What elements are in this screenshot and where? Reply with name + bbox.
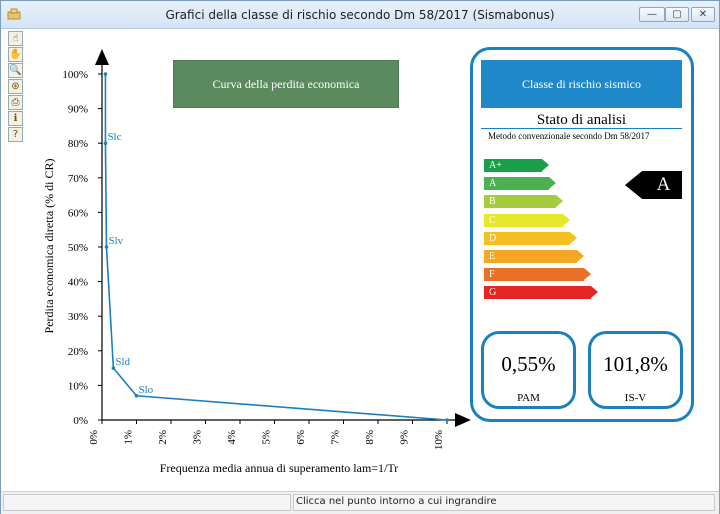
risk-class-value: A (656, 174, 671, 195)
x-tick-label: 0% (88, 430, 100, 445)
help-tool-icon[interactable]: ? (8, 127, 23, 142)
zoom-glyph: 🔍 (9, 65, 22, 76)
pam-value: 0,55% (501, 352, 556, 376)
y-tick-label: 70% (68, 173, 88, 185)
window-title: Grafici della classe di rischio secondo … (165, 8, 555, 22)
y-tick-label: 40% (68, 277, 88, 289)
title-bar[interactable]: Grafici della classe di rischio secondo … (1, 1, 719, 29)
y-tick-label: 10% (68, 380, 88, 392)
reset-view-tool-icon[interactable]: ⊛ (8, 79, 23, 94)
x-tick-label: 5% (261, 430, 273, 445)
curve-point (103, 72, 108, 76)
risk-class-indicator: A (625, 171, 682, 199)
x-tick-label: 9% (399, 430, 411, 445)
info-tool-icon[interactable]: ℹ (8, 111, 23, 126)
status-cell-left (3, 494, 291, 511)
analysis-state-heading: Stato di analisi (536, 112, 627, 128)
print-tool-icon[interactable]: ⎙ (8, 95, 23, 110)
method-label: Metodo convenzionale secondo Dm 58/2017 (488, 131, 650, 141)
isv-value: 101,8% (603, 352, 668, 376)
status-bar: Clicca nel punto intorno a cui ingrandir… (1, 491, 719, 514)
risk-class-bar: A (484, 177, 556, 191)
risk-class-bar: C (484, 213, 570, 227)
curve-button[interactable]: Curva della perdita economica (173, 60, 399, 108)
x-tick-label: 3% (192, 430, 204, 445)
close-button[interactable]: ✕ (691, 7, 715, 22)
minimize-button[interactable]: — (639, 7, 665, 22)
risk-class-bar: B (484, 195, 563, 209)
y-tick-label: 20% (68, 346, 88, 358)
risk-class-bar: D (484, 231, 577, 245)
risk-class-bar: E (484, 250, 584, 263)
y-tick-label: 60% (68, 207, 88, 219)
pam-label: PAM (517, 392, 540, 404)
hand-pan-tool-icon[interactable]: ✋ (8, 47, 23, 62)
risk-class-button[interactable]: Classe di rischio sismico (481, 60, 682, 108)
x-tick-label: 4% (226, 430, 238, 445)
curve-point (134, 393, 139, 398)
x-tick-label: 7% (330, 430, 342, 445)
print-glyph: ⎙ (11, 97, 20, 108)
limit-state-label: Sld (115, 356, 130, 368)
hand-pointer-tool-icon[interactable]: ☝ (8, 31, 23, 46)
risk-class-bar: F (484, 268, 591, 282)
status-text: Clicca nel punto intorno a cui ingrandir… (296, 496, 497, 507)
limit-state-label: Slv (108, 235, 123, 247)
y-tick-label: 80% (68, 138, 88, 150)
curve-point (445, 418, 449, 422)
isv-box: 101,8% IS-V (588, 331, 683, 409)
heading-divider (481, 128, 682, 129)
x-tick-label: 2% (157, 430, 169, 445)
hand-pointer-glyph: ☝ (12, 33, 19, 44)
y-tick-label: 50% (68, 242, 88, 254)
y-tick-label: 0% (73, 415, 88, 427)
curve-point (103, 141, 108, 145)
x-axis-arrow (455, 413, 471, 427)
y-tick-label: 100% (62, 69, 88, 81)
x-tick-label: 10% (433, 430, 445, 450)
help-glyph: ? (12, 129, 19, 140)
loss-curve-line (104, 74, 448, 421)
maximize-button[interactable]: ▢ (665, 7, 689, 22)
info-glyph: ℹ (13, 113, 18, 124)
limit-state-label: Slc (107, 131, 121, 143)
reset-view-glyph: ⊛ (11, 81, 20, 92)
tool-strip: ☝ ✋ 🔍 ⊛ ⎙ ℹ? (5, 29, 25, 144)
risk-class-bar: A+ (484, 159, 549, 172)
app-icon (7, 8, 21, 20)
x-axis-title: Frequenza media annua di superamento lam… (160, 461, 399, 475)
pam-box: 0,55% PAM (481, 331, 576, 409)
x-tick-label: 8% (364, 430, 376, 445)
y-axis-title: Perdita economica diretta (% di CR) (42, 159, 56, 334)
x-tick-label: 6% (295, 430, 307, 445)
x-tick-label: 1% (123, 430, 135, 445)
y-tick-label: 90% (68, 104, 88, 116)
limit-state-label: Slo (139, 384, 154, 396)
loss-curve-chart[interactable]: 0% 10% 20% 30% 40% 50% 60% 70% 80% 90% 100% 0% 1% 2% 3… (1, 1, 720, 491)
status-cell-right (293, 494, 715, 511)
curve-point (111, 366, 116, 370)
isv-label: IS-V (624, 392, 647, 404)
curve-point (104, 245, 109, 249)
y-tick-label: 30% (68, 311, 88, 323)
risk-class-bar: G (484, 286, 598, 300)
hand-pan-glyph: ✋ (9, 49, 22, 60)
zoom-tool-icon[interactable]: 🔍 (8, 63, 23, 78)
y-axis-arrow (95, 49, 109, 65)
